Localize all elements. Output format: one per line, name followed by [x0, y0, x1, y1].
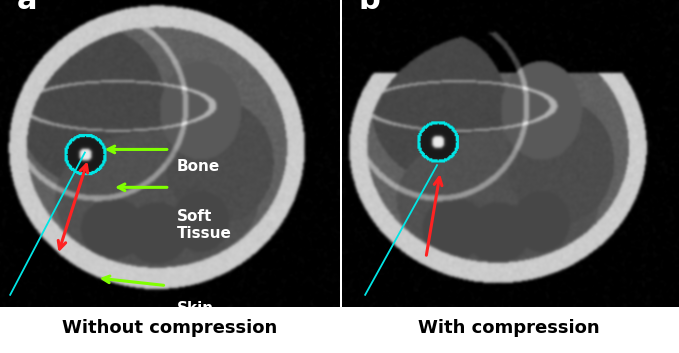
- Text: a: a: [17, 0, 37, 15]
- Text: Skin: Skin: [177, 301, 214, 316]
- Text: Soft
Tissue: Soft Tissue: [177, 209, 232, 241]
- Text: With compression: With compression: [418, 319, 600, 337]
- Text: Bone: Bone: [177, 158, 220, 174]
- Text: b: b: [359, 0, 380, 15]
- Text: Without compression: Without compression: [62, 319, 278, 337]
